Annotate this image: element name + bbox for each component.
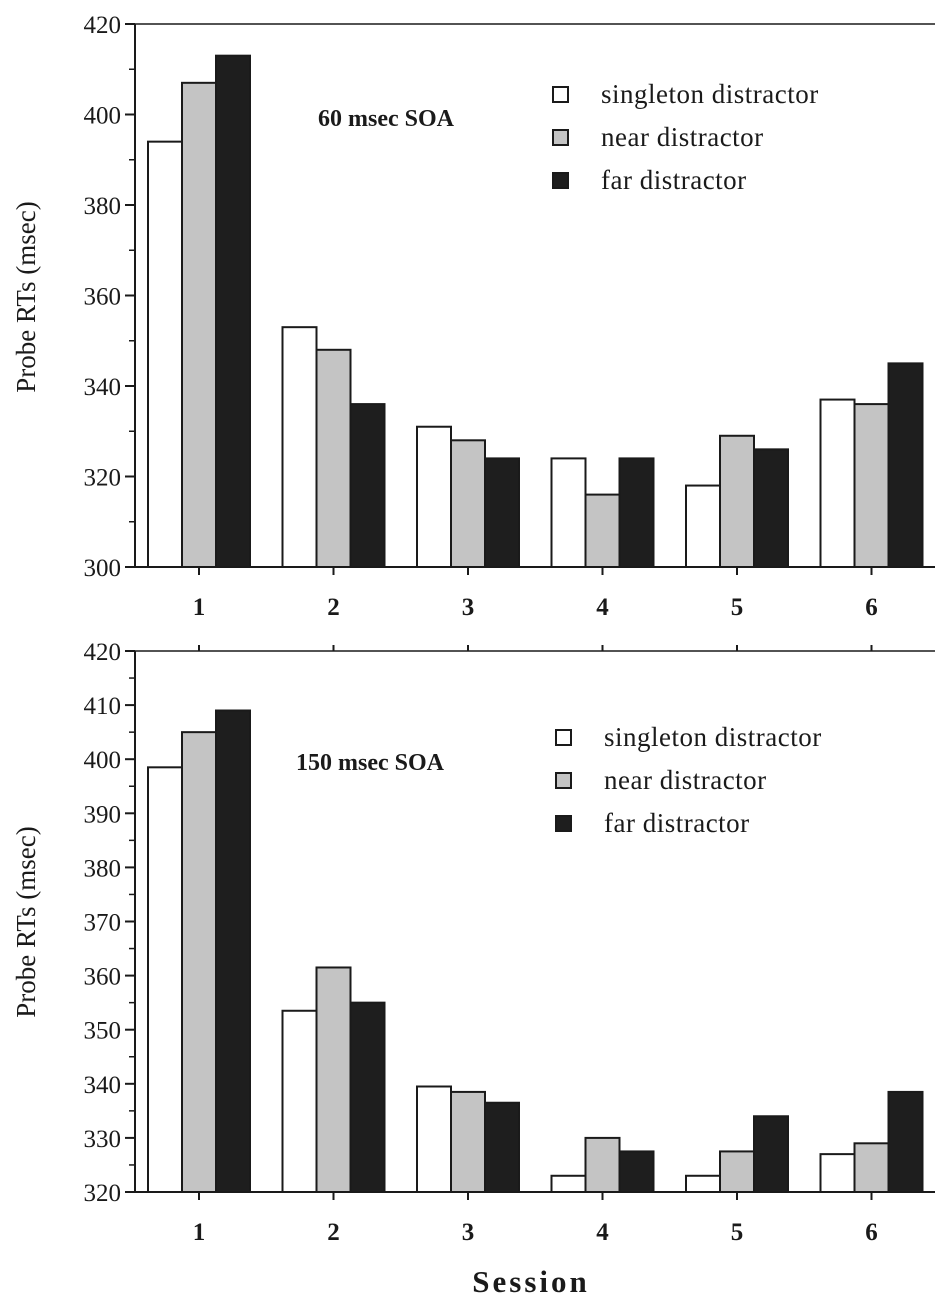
legend-entry: near distractor xyxy=(601,122,764,152)
x-tick-label: 4 xyxy=(596,594,609,621)
bar xyxy=(719,1150,755,1194)
bar xyxy=(215,709,251,1193)
panel-title: 60 msec SOA xyxy=(318,106,455,132)
y-tick-label: 360 xyxy=(84,284,122,311)
x-tick-label: 5 xyxy=(731,1219,744,1246)
legend-swatch xyxy=(555,815,572,832)
bar xyxy=(349,403,386,568)
y-tick-label: 360 xyxy=(84,964,122,991)
bar xyxy=(484,457,520,568)
x-tick-label: 1 xyxy=(193,594,206,621)
y-tick-label: 410 xyxy=(84,693,122,720)
legend-swatch xyxy=(555,772,572,789)
bar xyxy=(349,1001,386,1194)
bar xyxy=(887,362,924,568)
legend-entry: far distractor xyxy=(601,165,747,195)
bar xyxy=(618,1150,655,1194)
bar xyxy=(281,1009,318,1194)
y-tick-label: 350 xyxy=(84,1018,122,1045)
bar xyxy=(315,348,352,568)
x-tick-label: 1 xyxy=(193,1219,206,1246)
bar xyxy=(584,1136,621,1194)
x-tick-label: 6 xyxy=(865,1219,878,1246)
y-tick-label: 420 xyxy=(84,639,122,666)
bar xyxy=(550,457,587,568)
bar xyxy=(887,1090,924,1194)
bar xyxy=(215,54,251,569)
legend-entry: singleton distractor xyxy=(604,722,822,752)
x-tick-label: 3 xyxy=(462,594,475,621)
bar xyxy=(450,1090,486,1194)
y-tick-label: 390 xyxy=(84,801,122,828)
y-tick-label: 320 xyxy=(84,1180,122,1207)
y-tick-label: 420 xyxy=(84,12,122,39)
y-tick-label: 330 xyxy=(84,1126,122,1153)
y-tick-label: 370 xyxy=(84,910,122,937)
legend-swatch xyxy=(555,729,572,746)
x-axis-title: Session xyxy=(472,1264,589,1297)
bar xyxy=(819,1153,856,1194)
bar xyxy=(550,1174,587,1194)
chart-panel-150ms: 320 330 340 350 360 370 380 390 400 410 420 Probe R… xyxy=(11,639,935,1246)
bar xyxy=(685,484,721,568)
y-tick-label: 340 xyxy=(84,1072,122,1099)
bar xyxy=(181,81,217,568)
y-tick-label: 400 xyxy=(84,103,122,130)
y-tick-label: 320 xyxy=(84,465,122,492)
bar xyxy=(450,439,486,568)
x-tick-label: 2 xyxy=(327,594,340,621)
y-tick-label: 380 xyxy=(84,855,122,882)
legend-entry: far distractor xyxy=(604,808,750,838)
bar xyxy=(685,1174,721,1194)
y-tick-label: 300 xyxy=(84,555,122,582)
bar xyxy=(853,1142,890,1194)
legend-entry: near distractor xyxy=(604,765,767,795)
legend-entry: singleton distractor xyxy=(601,79,819,109)
x-tick-label: 4 xyxy=(596,1219,609,1246)
y-tick-label: 400 xyxy=(84,747,122,774)
y-axis-title: Probe RTs (msec) xyxy=(11,826,41,1017)
x-tick-label: 5 xyxy=(731,594,744,621)
bar xyxy=(719,434,755,568)
legend-swatch xyxy=(552,86,569,103)
panel-title: 150 msec SOA xyxy=(296,750,445,776)
bar xyxy=(853,403,890,568)
x-tick-label: 2 xyxy=(327,1219,340,1246)
bar xyxy=(618,457,655,568)
bar xyxy=(416,425,452,568)
bar xyxy=(147,766,183,1193)
bar xyxy=(147,140,183,568)
legend-swatch xyxy=(552,172,569,189)
bar xyxy=(484,1101,520,1193)
bar xyxy=(281,326,318,568)
y-tick-label: 380 xyxy=(84,193,122,220)
x-tick-label: 6 xyxy=(865,594,878,621)
bar xyxy=(753,448,789,569)
legend-swatch xyxy=(552,129,569,146)
chart-panel-60ms: 300 320 340 360 380 400 420 Probe RTs (msec) 1 2 3… xyxy=(11,12,935,621)
x-tick-label: 3 xyxy=(462,1219,475,1246)
bar xyxy=(819,398,856,569)
bar xyxy=(315,966,352,1193)
bar xyxy=(181,731,217,1194)
bar xyxy=(753,1115,789,1194)
bar xyxy=(416,1085,452,1194)
bar xyxy=(584,493,621,569)
y-axis-title: Probe RTs (msec) xyxy=(11,201,41,392)
y-tick-label: 340 xyxy=(84,374,122,401)
